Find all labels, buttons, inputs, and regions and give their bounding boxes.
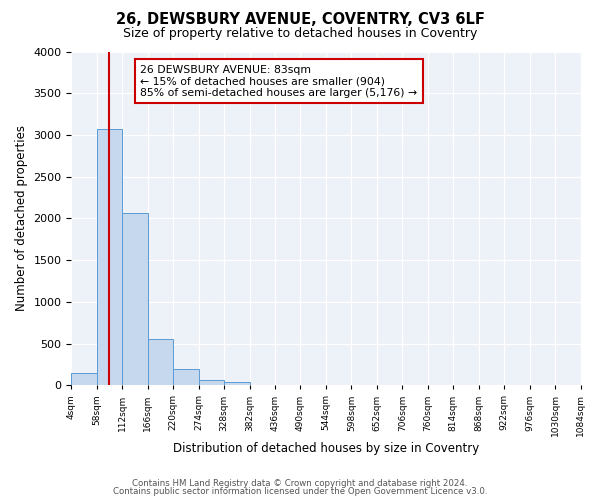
- Bar: [199, 380, 224, 386]
- Text: Size of property relative to detached houses in Coventry: Size of property relative to detached ho…: [123, 28, 477, 40]
- Text: 26 DEWSBURY AVENUE: 83sqm
← 15% of detached houses are smaller (904)
85% of semi: 26 DEWSBURY AVENUE: 83sqm ← 15% of detac…: [140, 65, 417, 98]
- Bar: [71, 373, 97, 386]
- Bar: [224, 382, 250, 386]
- Y-axis label: Number of detached properties: Number of detached properties: [15, 126, 28, 312]
- Text: 26, DEWSBURY AVENUE, COVENTRY, CV3 6LF: 26, DEWSBURY AVENUE, COVENTRY, CV3 6LF: [116, 12, 484, 28]
- Bar: [97, 129, 122, 386]
- Bar: [122, 214, 148, 386]
- Bar: [148, 338, 173, 386]
- Bar: [173, 368, 199, 386]
- X-axis label: Distribution of detached houses by size in Coventry: Distribution of detached houses by size …: [173, 442, 479, 455]
- Text: Contains HM Land Registry data © Crown copyright and database right 2024.: Contains HM Land Registry data © Crown c…: [132, 478, 468, 488]
- Text: Contains public sector information licensed under the Open Government Licence v3: Contains public sector information licen…: [113, 487, 487, 496]
